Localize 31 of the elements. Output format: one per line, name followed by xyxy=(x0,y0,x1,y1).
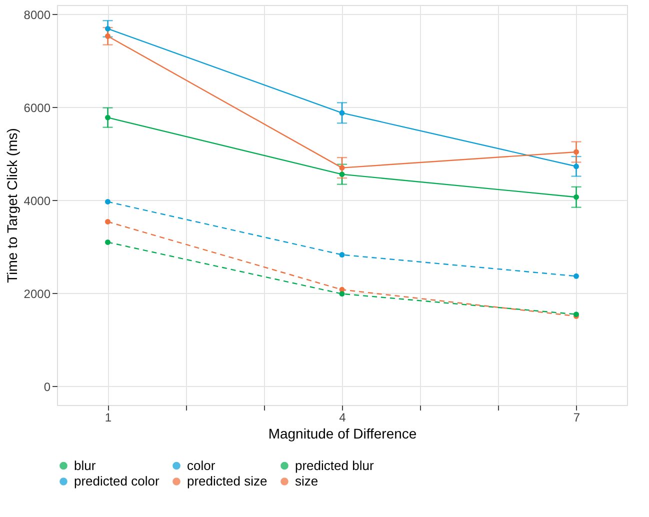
y-tick-label: 2000 xyxy=(24,286,51,301)
point xyxy=(574,164,579,170)
point xyxy=(105,239,110,245)
y-tick-label: 4000 xyxy=(24,194,51,208)
legend-label: color xyxy=(187,458,216,473)
x-tick-label: 1 xyxy=(104,410,112,424)
point xyxy=(339,165,345,171)
legend-label: size xyxy=(295,474,318,488)
legend-label: predicted color xyxy=(74,474,160,488)
point xyxy=(339,110,345,116)
x-tick-label: 4 xyxy=(339,410,346,424)
point xyxy=(574,273,579,279)
legend-label: predicted blur xyxy=(295,458,374,473)
y-tick-label: 8000 xyxy=(24,8,51,22)
y-axis-title: Time to Target Click (ms) xyxy=(4,128,20,283)
point xyxy=(339,291,345,297)
point xyxy=(105,199,110,204)
point xyxy=(339,172,345,178)
legend-label: predicted size xyxy=(187,474,268,488)
point xyxy=(574,149,579,155)
y-tick-label: 0 xyxy=(44,380,51,394)
point xyxy=(574,194,579,200)
point xyxy=(105,219,110,224)
point xyxy=(105,33,110,39)
point xyxy=(339,252,345,258)
legend-label: blur xyxy=(74,458,96,473)
y-tick-label: 6000 xyxy=(24,100,51,115)
point xyxy=(105,26,110,32)
x-tick-label: 7 xyxy=(573,410,580,424)
point xyxy=(105,114,110,120)
x-axis-title: Magnitude of Difference xyxy=(268,426,417,442)
